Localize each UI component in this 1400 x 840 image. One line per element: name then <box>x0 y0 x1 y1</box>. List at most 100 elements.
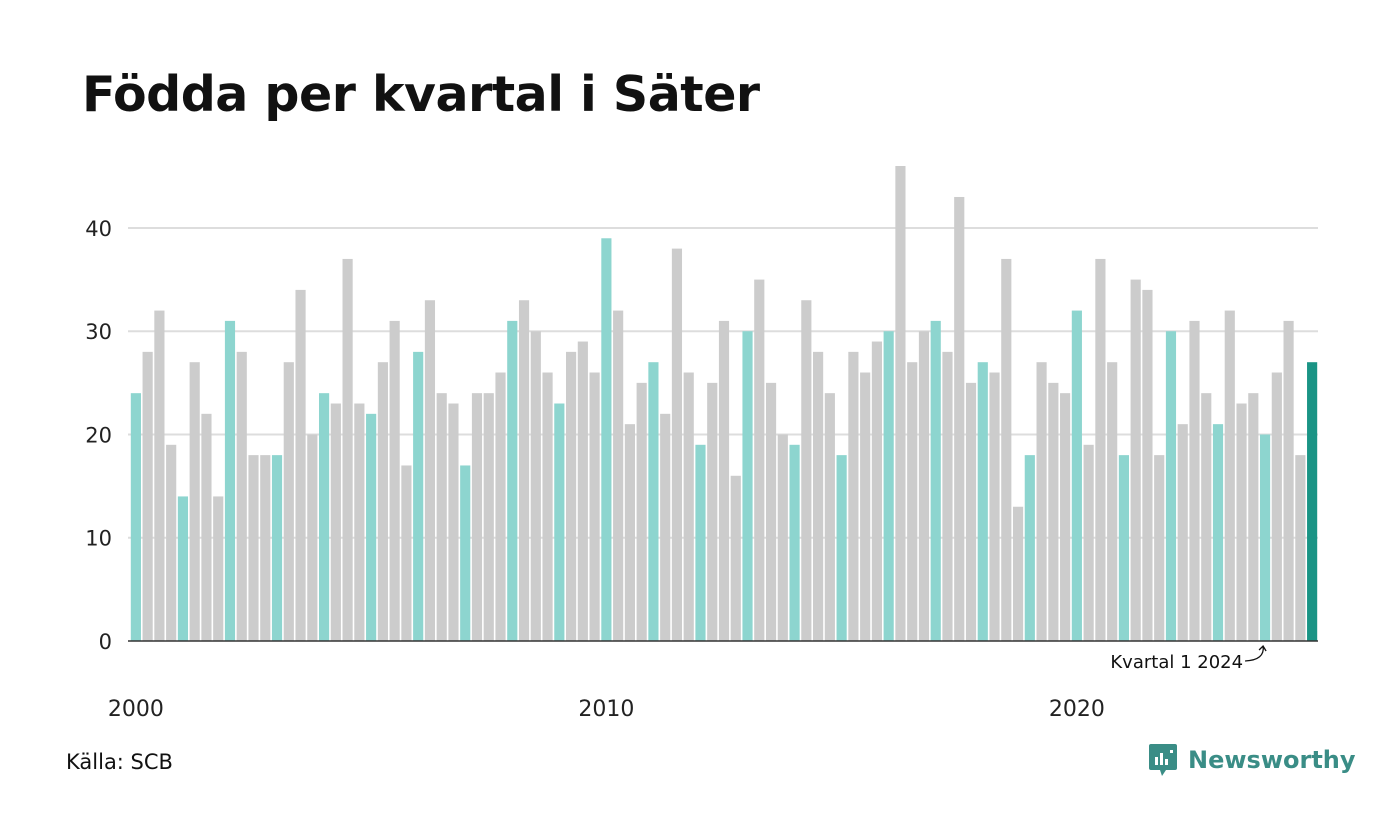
bar-2016-q1 <box>883 331 894 641</box>
x-axis-tick-labels: 2000 2010 2020 <box>108 697 1105 722</box>
bar-2024-q2 <box>1271 372 1282 641</box>
bar-2010-q1 <box>601 238 612 641</box>
bar-2002-q4 <box>260 455 271 641</box>
bar-2005-q3 <box>389 320 400 641</box>
y-tick-label: 30 <box>85 320 112 344</box>
bar-2004-q2 <box>330 403 341 641</box>
bar-2007-q3 <box>483 393 494 641</box>
bar-2015-q4 <box>871 341 882 641</box>
bar-2021-q4 <box>1154 455 1165 641</box>
bar-2013-q2 <box>754 279 765 641</box>
x-tick-label: 2020 <box>1049 697 1105 722</box>
bar-2000-q4 <box>166 444 177 641</box>
bar-2009-q3 <box>577 341 588 641</box>
annotation-label: Kvartal 1 2024 <box>1110 652 1243 673</box>
bar-2004-q4 <box>354 403 365 641</box>
bar-2022-q4 <box>1201 393 1212 641</box>
bar-2013-q1 <box>742 331 753 641</box>
bar-2000-q2 <box>142 351 153 641</box>
y-axis-tick-labels: 0 10 20 30 40 <box>85 217 112 654</box>
bar-2015-q3 <box>860 372 871 641</box>
bar-2001-q2 <box>189 362 200 641</box>
bar-2002-q1 <box>224 320 236 641</box>
bar-2017-q4 <box>965 382 977 641</box>
bar-2023-q1 <box>1212 424 1224 641</box>
bar-2021-q2 <box>1130 279 1141 641</box>
bar-2016-q2 <box>895 166 906 641</box>
bar-2018-q4 <box>1012 506 1024 641</box>
bar-2008-q3 <box>530 331 541 641</box>
bar-2001-q1 <box>177 496 189 641</box>
bar-2014-q1 <box>789 444 800 641</box>
bar-2002-q3 <box>248 455 259 641</box>
bar-2024-q3 <box>1283 320 1294 641</box>
bar-2018-q3 <box>1001 258 1012 641</box>
x-tick-label: 2000 <box>108 697 164 722</box>
bar-2021-q3 <box>1142 289 1153 641</box>
bar-2012-q2 <box>707 382 718 641</box>
bar-2014-q3 <box>813 351 824 641</box>
bar-2010-q2 <box>613 310 624 641</box>
bar-2020-q3 <box>1095 258 1106 641</box>
bar-2010-q4 <box>636 382 647 641</box>
bar-2010-q3 <box>624 424 635 641</box>
bar-2019-q4 <box>1060 393 1071 641</box>
bar-2013-q3 <box>765 382 777 641</box>
bar-2008-q4 <box>542 372 553 641</box>
chart-title: Födda per kvartal i Säter <box>82 66 760 123</box>
bar-2011-q4 <box>683 372 694 641</box>
bar-2000-q3 <box>154 310 165 641</box>
bar-2008-q2 <box>518 300 530 641</box>
bar-2003-q3 <box>295 289 306 641</box>
annotation: Kvartal 1 2024 <box>1110 644 1267 673</box>
bar-2008-q1 <box>507 320 518 641</box>
bar-2017-q3 <box>954 196 965 642</box>
bar-2003-q2 <box>283 362 294 641</box>
bar-2003-q4 <box>307 434 318 641</box>
bar-2014-q4 <box>824 393 835 641</box>
bar-2006-q4 <box>448 403 459 641</box>
newsworthy-logo-icon <box>1149 744 1177 776</box>
bar-2015-q1 <box>836 455 847 641</box>
y-tick-label: 0 <box>99 630 112 654</box>
bar-2023-q4 <box>1248 393 1259 641</box>
bar-2024-q4 <box>1295 455 1306 641</box>
bar-2005-q2 <box>377 362 388 641</box>
bar-2001-q3 <box>201 413 212 641</box>
y-tick-label: 20 <box>85 423 112 447</box>
bar-2007-q4 <box>495 372 506 641</box>
bar-2021-q1 <box>1118 455 1129 641</box>
bar-2006-q2 <box>424 300 436 641</box>
bar-2009-q4 <box>589 372 600 641</box>
brand-logo: Newsworthy <box>1148 742 1356 778</box>
bar-2020-q1 <box>1071 310 1082 641</box>
bar-2009-q1 <box>554 403 565 641</box>
bar-2001-q4 <box>213 496 224 641</box>
bar-2020-q4 <box>1107 362 1118 641</box>
bar-2017-q2 <box>942 351 953 641</box>
bar-2022-q3 <box>1189 320 1200 641</box>
bar-2006-q3 <box>436 393 447 641</box>
bar-2012-q4 <box>730 475 741 641</box>
bars <box>130 166 1318 642</box>
bar-2019-q3 <box>1048 382 1059 641</box>
bar-2007-q1 <box>460 465 471 641</box>
bar-2018-q1 <box>977 362 988 641</box>
bar-2022-q2 <box>1177 424 1188 641</box>
bar-2014-q2 <box>801 300 812 641</box>
bar-2019-q2 <box>1036 362 1047 641</box>
x-tick-label: 2010 <box>578 697 634 722</box>
bar-2002-q2 <box>236 351 247 641</box>
bar-2012-q1 <box>695 444 706 641</box>
bar-2013-q4 <box>777 434 788 641</box>
bar-2011-q1 <box>648 362 659 641</box>
bar-2022-q1 <box>1165 331 1177 641</box>
bar-2006-q1 <box>413 351 424 641</box>
bar-2012-q3 <box>718 320 730 641</box>
y-tick-label: 40 <box>85 217 112 241</box>
bar-2023-q3 <box>1236 403 1247 641</box>
annotation-arrow <box>1245 644 1267 662</box>
bar-2020-q2 <box>1083 444 1094 641</box>
bar-2024-q1 <box>1259 434 1271 641</box>
